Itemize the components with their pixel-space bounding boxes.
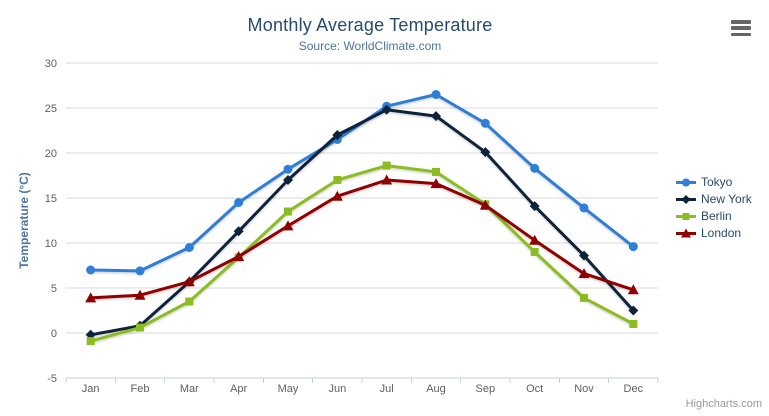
data-point-marker: [682, 213, 690, 220]
x-axis-label: Mar: [180, 383, 199, 395]
legend-item-label: Tokyo: [701, 175, 733, 189]
x-axis-label: Dec: [624, 383, 644, 395]
y-axis-label: 20: [45, 148, 57, 160]
data-point-marker[interactable]: [85, 292, 97, 303]
legend-item-london[interactable]: London: [676, 227, 752, 240]
data-point-marker[interactable]: [580, 293, 588, 302]
y-axis-title: Temperature (°C): [17, 172, 31, 269]
legend-marker-icon: [676, 195, 696, 204]
data-point-marker[interactable]: [430, 178, 442, 189]
data-point-marker[interactable]: [431, 111, 441, 122]
series-london: [85, 174, 639, 303]
data-point-marker[interactable]: [579, 203, 589, 213]
data-point-marker[interactable]: [233, 251, 245, 261]
data-point-marker[interactable]: [185, 297, 194, 306]
x-axis-label: Jun: [328, 383, 346, 395]
data-point-marker[interactable]: [381, 104, 392, 115]
legend-item-label: London: [701, 226, 742, 240]
legend-marker-icon: [676, 178, 696, 187]
data-point-marker[interactable]: [530, 163, 540, 173]
data-point-marker[interactable]: [529, 234, 541, 245]
data-point-marker[interactable]: [628, 305, 639, 316]
chart-subtitle: Source: WorldClimate.com: [298, 39, 442, 53]
data-point-marker[interactable]: [431, 90, 441, 99]
data-point-marker[interactable]: [332, 130, 343, 140]
data-point-marker[interactable]: [283, 175, 293, 185]
data-point-marker[interactable]: [331, 190, 343, 201]
data-point-marker: [682, 178, 690, 187]
x-axis-label: May: [278, 383, 299, 395]
legend-item-tokyo[interactable]: Tokyo: [676, 176, 752, 189]
legend-item-label: New York: [701, 192, 752, 206]
legend-item-label: Berlin: [701, 209, 732, 223]
series-line-berlin: [89, 164, 635, 343]
data-point-marker[interactable]: [479, 199, 491, 210]
y-axis-label: 5: [51, 283, 57, 295]
data-point-marker[interactable]: [134, 289, 146, 300]
x-axis-label: Jul: [380, 383, 394, 395]
data-point-marker[interactable]: [86, 337, 95, 346]
x-axis-label: Aug: [426, 383, 446, 395]
data-point-marker[interactable]: [333, 176, 342, 184]
data-point-marker[interactable]: [184, 243, 194, 252]
legend-marker-icon: [676, 213, 696, 220]
export-menu-button[interactable]: [730, 19, 752, 37]
hamburger-icon: [731, 26, 751, 30]
data-point-marker[interactable]: [432, 167, 440, 176]
x-axis-label: Apr: [230, 383, 247, 395]
y-axis-label: 30: [45, 58, 57, 70]
data-point-marker[interactable]: [578, 268, 590, 279]
hamburger-icon: [731, 32, 751, 36]
y-axis-label: 10: [45, 238, 57, 250]
y-axis-label: 0: [51, 328, 57, 340]
x-axis-label: Jan: [82, 383, 100, 395]
x-axis-label: Nov: [574, 383, 594, 395]
data-point-marker[interactable]: [282, 220, 294, 231]
legend: Tokyo New York Berlin London: [676, 176, 752, 240]
data-point-marker[interactable]: [629, 320, 638, 328]
data-point-marker[interactable]: [480, 118, 490, 128]
data-point-marker[interactable]: [530, 248, 539, 256]
data-point-marker[interactable]: [86, 265, 96, 275]
data-point-marker[interactable]: [283, 164, 293, 174]
series-line-new-york: [89, 108, 635, 337]
series-new-york: [85, 104, 639, 340]
y-axis-label: 15: [45, 193, 57, 205]
data-point-marker: [681, 228, 691, 238]
data-point-marker[interactable]: [627, 284, 639, 295]
credits-link[interactable]: Highcharts.com: [685, 398, 762, 410]
y-axis-label: -5: [47, 373, 57, 385]
series-line-london: [89, 178, 635, 300]
legend-item-berlin[interactable]: Berlin: [676, 210, 752, 223]
chart-title: Monthly Average Temperature: [247, 15, 493, 35]
data-point-marker[interactable]: [284, 207, 292, 216]
data-point-marker[interactable]: [135, 266, 145, 276]
data-point-marker[interactable]: [529, 201, 540, 212]
hamburger-icon: [731, 20, 751, 24]
data-point-marker[interactable]: [136, 323, 144, 332]
data-point-marker[interactable]: [234, 198, 244, 207]
data-point-marker[interactable]: [480, 147, 491, 158]
legend-item-new-york[interactable]: New York: [676, 193, 752, 206]
y-axis-label: 25: [45, 103, 57, 115]
data-point-marker[interactable]: [381, 174, 393, 185]
x-axis-label: Oct: [526, 383, 543, 395]
series-tokyo: [86, 90, 638, 276]
legend-marker-icon: [676, 228, 696, 238]
data-point-marker: [681, 195, 691, 204]
x-axis-label: Feb: [131, 383, 150, 395]
data-point-marker[interactable]: [382, 161, 391, 170]
data-point-marker[interactable]: [183, 276, 195, 287]
data-point-marker[interactable]: [579, 250, 589, 261]
data-point-marker[interactable]: [628, 242, 638, 252]
x-axis-label: Sep: [476, 383, 496, 395]
data-point-marker[interactable]: [233, 226, 244, 237]
